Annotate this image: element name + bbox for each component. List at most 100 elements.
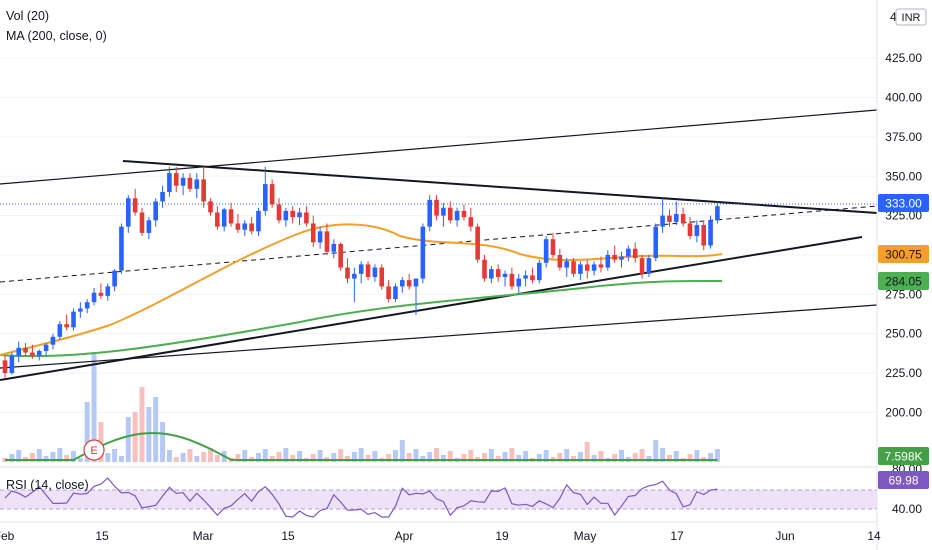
volume-bar xyxy=(687,454,693,462)
candle-body xyxy=(626,248,631,257)
candle-body xyxy=(482,259,487,279)
volume-bar xyxy=(118,456,124,462)
candle-body xyxy=(584,264,590,271)
candle-body xyxy=(16,347,21,356)
candle-body xyxy=(208,201,213,213)
candle-body xyxy=(50,336,56,345)
candle-body xyxy=(372,267,378,277)
volume-bar xyxy=(434,448,440,462)
price-badges: 333.00 300.75 284.05 7.598K 69.98 xyxy=(878,194,929,489)
candle-body xyxy=(228,209,234,224)
candle-body xyxy=(146,220,152,233)
candle-body xyxy=(434,199,439,216)
candle-body xyxy=(91,292,97,303)
candle-body xyxy=(495,269,501,277)
candle-body xyxy=(406,280,412,287)
volume-bar xyxy=(71,451,76,462)
volume-bar xyxy=(125,417,131,462)
lower-channel-line xyxy=(0,304,878,369)
grid xyxy=(0,57,877,413)
volume-bar xyxy=(235,454,241,462)
candle-body xyxy=(242,223,248,230)
time-tick-label: Jun xyxy=(775,529,794,543)
candle-body xyxy=(317,231,323,243)
volume-bar xyxy=(173,457,179,462)
candle-body xyxy=(57,324,63,337)
volume-badge xyxy=(878,447,929,465)
candle-body xyxy=(153,201,158,221)
candle-body xyxy=(530,275,535,281)
candle-body xyxy=(119,226,124,271)
candle-body xyxy=(139,212,145,233)
candle-body xyxy=(571,261,576,274)
candle-body xyxy=(84,302,90,309)
candle-body xyxy=(557,254,563,268)
price-badge xyxy=(878,194,929,212)
volume-bar xyxy=(262,449,268,462)
median-dashed-line xyxy=(0,205,878,283)
candle-body xyxy=(23,347,28,353)
candle-body xyxy=(612,254,617,260)
rsi-badge xyxy=(878,471,929,489)
volume-bar xyxy=(214,455,220,462)
price-tick-label: 350.00 xyxy=(885,169,922,183)
candle-body xyxy=(269,184,275,205)
candle-body xyxy=(598,264,604,268)
candle-body xyxy=(310,223,316,243)
candle-body xyxy=(160,191,165,202)
candle-body xyxy=(235,223,241,230)
ema-orange-badge xyxy=(878,245,929,263)
ma-legend[interactable]: MA (200, close, 0) xyxy=(6,29,107,43)
volume-bar xyxy=(482,453,487,462)
candle-body xyxy=(78,308,83,312)
volume-bar xyxy=(413,449,419,462)
candle-body xyxy=(447,207,453,221)
candle-body xyxy=(475,226,480,260)
candle-body xyxy=(365,264,371,277)
earnings-marker-label: E xyxy=(90,445,97,457)
volume-bar xyxy=(50,452,56,462)
candle-body xyxy=(386,286,391,300)
candle-body xyxy=(9,355,15,373)
volume-bar xyxy=(153,397,159,462)
volume-bar xyxy=(660,448,666,462)
volume-badge-label: 7.598K xyxy=(884,450,922,464)
volume-bar xyxy=(502,452,508,462)
candle-body xyxy=(509,273,515,287)
candle-body xyxy=(194,179,200,189)
volume-bar xyxy=(536,454,542,462)
volume-bar xyxy=(406,453,412,462)
time-tick-label: 15 xyxy=(95,529,109,543)
candle-body xyxy=(30,352,35,356)
triangle-upper-line xyxy=(122,160,878,214)
candle-body xyxy=(215,212,220,227)
candle-body xyxy=(468,217,474,227)
volume-bar xyxy=(64,455,70,462)
price-tick-label: 325.00 xyxy=(885,209,922,223)
volume-legend[interactable]: Vol (20) xyxy=(6,9,50,23)
candle-body xyxy=(420,226,426,279)
volume-bar xyxy=(331,453,337,462)
candle-body xyxy=(126,198,131,227)
candle-body xyxy=(427,199,432,227)
volume-bar xyxy=(194,456,200,462)
volume-bar xyxy=(653,440,659,462)
candle-body xyxy=(523,275,528,279)
candle-body xyxy=(653,226,659,259)
price-tick-label: 375.00 xyxy=(885,130,922,144)
volume-bar xyxy=(632,453,638,462)
volume-bar xyxy=(440,455,446,462)
time-tick-label: Apr xyxy=(395,529,414,543)
volume-bar xyxy=(598,451,604,462)
rsi-legend[interactable]: RSI (14, close) xyxy=(6,478,89,492)
ema-orange-badge-label: 300.75 xyxy=(885,248,922,262)
candle-body xyxy=(345,267,350,279)
volume-bar xyxy=(577,452,583,462)
volume-bar xyxy=(255,453,261,462)
candle-body xyxy=(379,267,385,287)
candle-body xyxy=(489,269,494,279)
time-tick-label: Mar xyxy=(193,529,214,543)
volume-bar xyxy=(351,452,357,462)
volume-bar xyxy=(714,449,720,462)
